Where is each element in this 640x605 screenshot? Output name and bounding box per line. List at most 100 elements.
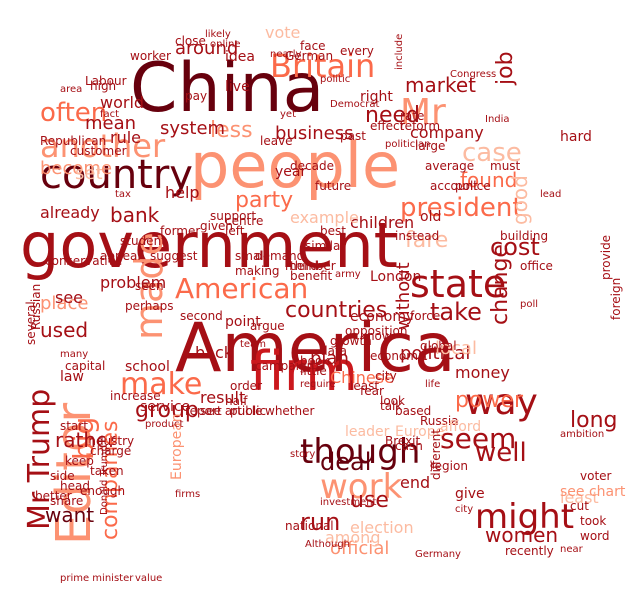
cloud-word: work xyxy=(320,467,403,507)
cloud-word: might xyxy=(475,497,575,537)
cloud-word: large xyxy=(415,139,446,153)
cloud-word: system xyxy=(160,118,226,139)
cloud-word: industry xyxy=(85,434,135,448)
cloud-word: centre xyxy=(225,214,264,228)
cloud-word: foreign xyxy=(609,277,623,320)
cloud-word: see article xyxy=(200,404,263,418)
cloud-word: left xyxy=(225,224,245,238)
cloud-word: story xyxy=(290,449,316,460)
cloud-word: army xyxy=(335,269,361,280)
cloud-word: right xyxy=(360,89,393,105)
cloud-word: area xyxy=(60,84,83,95)
cloud-word: make xyxy=(120,367,203,402)
cloud-word: reform xyxy=(400,119,441,133)
cloud-word: likely xyxy=(205,29,231,40)
cloud-word: around xyxy=(175,38,239,59)
cloud-word: Republican xyxy=(40,134,107,148)
cloud-word: best xyxy=(320,224,346,238)
cloud-word: America xyxy=(175,309,456,388)
cloud-word: leader xyxy=(345,424,390,440)
cloud-word: law xyxy=(60,369,84,385)
cloud-word: take xyxy=(430,298,482,326)
cloud-word: found xyxy=(460,168,518,192)
cloud-word: account xyxy=(430,179,478,193)
cloud-word: group xyxy=(135,398,199,423)
cloud-word: politic xyxy=(320,74,351,85)
cloud-word: see xyxy=(55,288,84,307)
cloud-word: Labour xyxy=(85,74,127,88)
cloud-word: past xyxy=(340,129,366,143)
cloud-word: often xyxy=(40,98,108,128)
cloud-word: political xyxy=(400,343,471,364)
cloud-word: different xyxy=(429,429,443,480)
cloud-word: poll xyxy=(520,299,539,310)
cloud-word: Mr xyxy=(400,92,446,133)
cloud-word: whether xyxy=(265,404,315,418)
cloud-word: place xyxy=(40,293,89,314)
cloud-word: given xyxy=(200,219,234,233)
cloud-word: give xyxy=(455,486,485,502)
cloud-word: start xyxy=(60,419,88,433)
cloud-word: police xyxy=(455,179,491,193)
cloud-word: state xyxy=(410,262,507,306)
cloud-word: long xyxy=(570,408,618,433)
cloud-word: national xyxy=(285,519,334,533)
cloud-word: point xyxy=(225,314,261,330)
cloud-word: near xyxy=(560,544,583,555)
cloud-word: Chinese xyxy=(330,368,394,387)
cloud-word: Russia xyxy=(420,414,459,428)
cloud-word: party xyxy=(235,188,294,213)
cloud-word: see chart xyxy=(560,484,626,500)
cloud-word: Britain xyxy=(270,47,376,85)
cloud-word: product xyxy=(145,419,184,430)
cloud-word: Brexit xyxy=(385,434,421,448)
cloud-word: opposition xyxy=(345,324,408,338)
cloud-word: seen xyxy=(135,279,164,293)
cloud-word: face xyxy=(300,39,326,53)
cloud-word: Congress xyxy=(450,69,497,80)
cloud-word: want xyxy=(45,503,95,527)
cloud-word: plan xyxy=(310,348,349,369)
cloud-word: demand xyxy=(255,249,305,263)
cloud-word: among xyxy=(325,528,381,547)
cloud-word: children xyxy=(350,213,415,232)
cloud-word: idea xyxy=(225,49,255,65)
cloud-word: good xyxy=(508,175,532,225)
cloud-word: need xyxy=(365,103,420,128)
cloud-word: seem xyxy=(440,422,517,455)
cloud-word: order xyxy=(230,379,262,393)
cloud-word: run xyxy=(300,508,341,536)
cloud-word: conservative xyxy=(45,254,123,268)
cloud-word: result xyxy=(200,388,246,407)
cloud-word: government xyxy=(20,209,398,282)
cloud-word: global xyxy=(420,339,457,353)
cloud-word: Mr Trump xyxy=(22,388,57,530)
cloud-word: value xyxy=(135,573,163,584)
cloud-word: customer xyxy=(70,144,127,158)
cloud-word: rather xyxy=(55,428,117,452)
cloud-word: similar xyxy=(305,239,346,253)
cloud-word: charge xyxy=(90,444,132,458)
cloud-word: use xyxy=(350,488,389,513)
cloud-word: case xyxy=(462,138,522,168)
cloud-word: rate xyxy=(400,109,425,123)
cloud-word: fear xyxy=(360,384,384,398)
cloud-word: election xyxy=(350,518,414,537)
cloud-word: help xyxy=(165,183,200,202)
cloud-word: based xyxy=(395,404,432,418)
cloud-word: office xyxy=(520,259,553,273)
cloud-word: word xyxy=(580,529,610,543)
cloud-word: ambition xyxy=(560,429,605,440)
cloud-word: member xyxy=(285,259,336,273)
cloud-word: lead xyxy=(540,189,562,200)
cloud-word: firm xyxy=(250,340,358,403)
cloud-word: company xyxy=(410,123,484,142)
cloud-word: world xyxy=(100,93,145,112)
cloud-word: close xyxy=(175,34,206,48)
cloud-word: future xyxy=(315,179,352,193)
cloud-word: life xyxy=(425,379,441,390)
cloud-word: recently xyxy=(505,544,554,558)
cloud-word: cost xyxy=(490,233,540,261)
cloud-word: economy xyxy=(350,309,415,325)
cloud-word: nearly xyxy=(270,49,302,60)
